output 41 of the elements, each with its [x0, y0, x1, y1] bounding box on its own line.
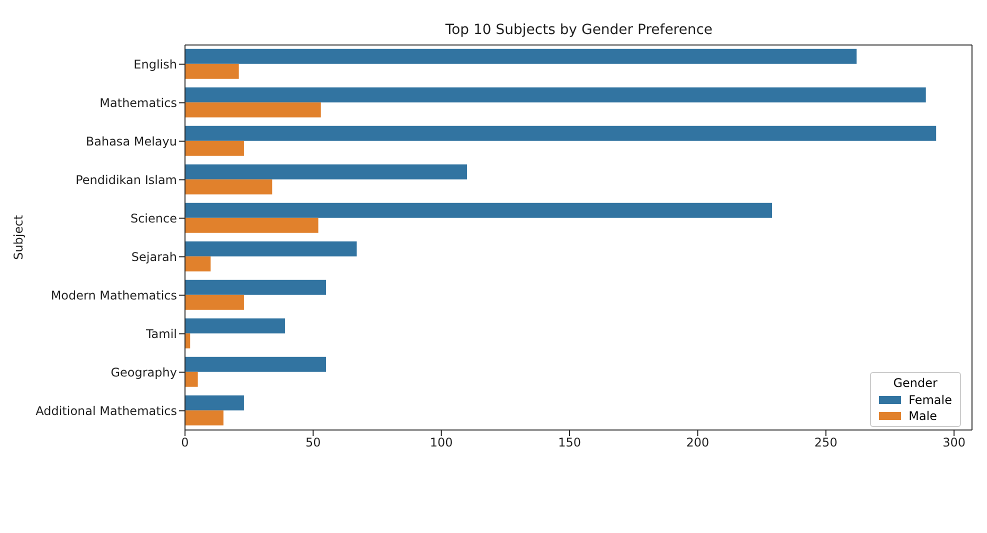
y-tick-label: Pendidikan Islam	[76, 173, 177, 188]
bar	[185, 140, 244, 156]
bar	[185, 202, 772, 218]
bar	[185, 64, 239, 79]
y-tick-label: Geography	[110, 366, 177, 380]
x-tick-label: 250	[814, 436, 838, 450]
y-axis-title: Subject	[11, 214, 26, 260]
bar	[185, 294, 244, 310]
bar	[185, 102, 321, 118]
y-tick-label: Sejarah	[131, 250, 177, 264]
bar	[185, 395, 244, 410]
bar	[185, 280, 326, 295]
y-tick-label: Additional Mathematics	[36, 404, 177, 418]
bar	[185, 179, 272, 194]
bar	[185, 318, 285, 334]
legend-label: Female	[908, 393, 952, 407]
x-tick-label: 100	[430, 436, 453, 450]
y-tick-label: Science	[130, 212, 177, 226]
bar	[185, 164, 467, 180]
bar	[185, 241, 357, 256]
y-tick-label: Mathematics	[100, 96, 177, 110]
x-tick-label: 300	[942, 436, 966, 450]
legend-title: Gender	[892, 376, 938, 390]
bar	[185, 218, 318, 233]
y-tick-label: English	[134, 58, 177, 72]
bar	[185, 372, 198, 387]
y-tick-label: Modern Mathematics	[50, 288, 177, 303]
bar	[185, 126, 936, 141]
y-tick-label: Bahasa Melayu	[86, 134, 177, 149]
bar	[185, 48, 857, 64]
x-tick-label: 50	[306, 436, 321, 450]
x-tick-label: 150	[558, 436, 581, 450]
y-tick-label: Tamil	[144, 327, 177, 342]
x-tick-label: 200	[686, 436, 710, 450]
x-tick-label: 0	[181, 436, 189, 450]
bar	[185, 356, 326, 372]
bar	[185, 256, 211, 272]
bar	[185, 87, 926, 102]
bar	[185, 410, 224, 426]
legend-label: Male	[908, 409, 938, 423]
chart-title: Top 10 Subjects by Gender Preference	[444, 22, 713, 38]
